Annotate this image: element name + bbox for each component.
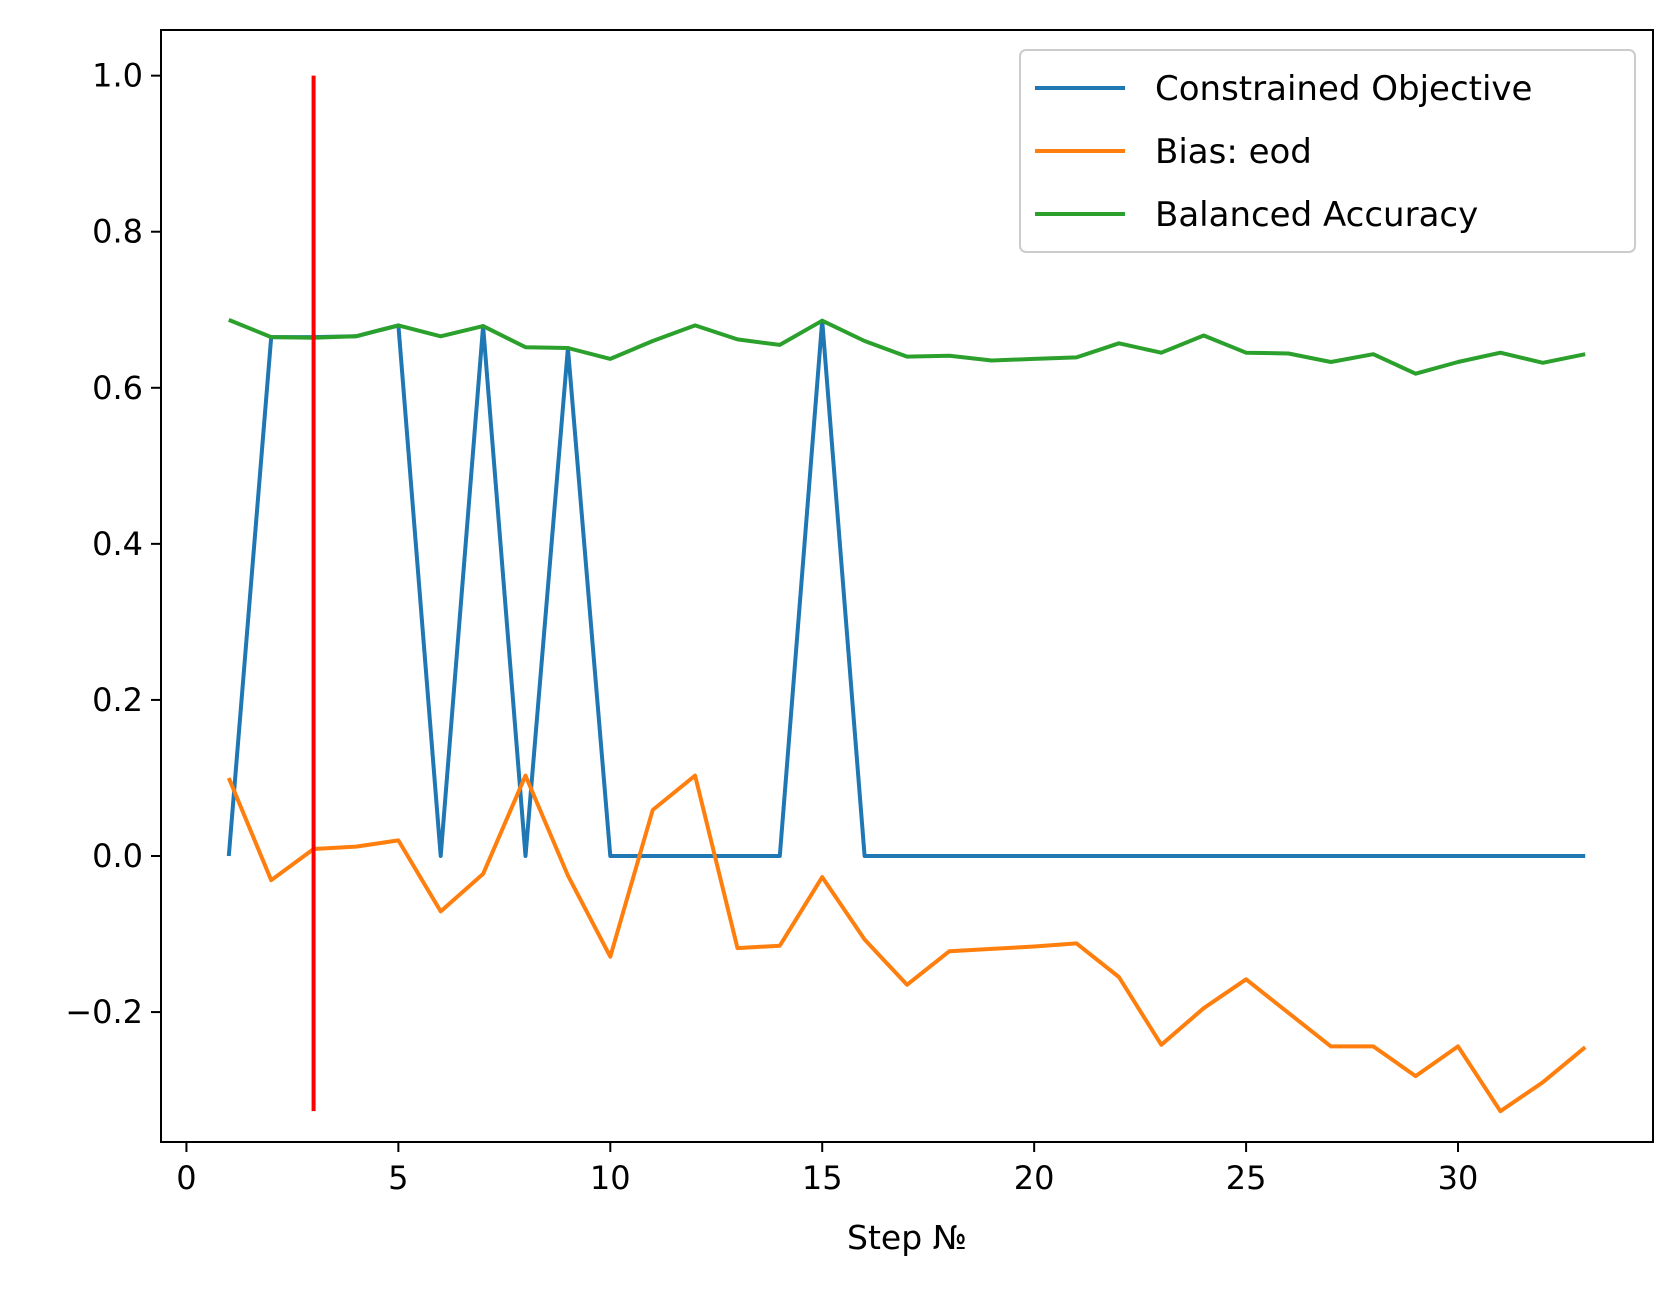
x-axis: 0 5 10 15 20 25 30 bbox=[176, 1142, 1478, 1197]
legend-label-3: Balanced Accuracy bbox=[1155, 195, 1478, 235]
x-axis-title: Step № bbox=[847, 1218, 967, 1257]
x-tick-label: 5 bbox=[388, 1159, 408, 1197]
plot-lines bbox=[226, 75, 1587, 1114]
x-tick-label: 10 bbox=[590, 1159, 631, 1197]
x-tick-label: 20 bbox=[1014, 1159, 1055, 1197]
plot-frame bbox=[160, 29, 1654, 1143]
x-tick-label: 15 bbox=[802, 1159, 843, 1197]
y-tick-label: 0.8 bbox=[92, 213, 143, 251]
y-tick-label: 0.0 bbox=[92, 837, 143, 875]
x-tick-label: 0 bbox=[176, 1159, 196, 1197]
series-line-1 bbox=[226, 318, 1586, 858]
series-line-2 bbox=[226, 773, 1587, 1114]
y-tick-label: 0.2 bbox=[92, 681, 143, 719]
legend-label-2: Bias: eod bbox=[1155, 132, 1312, 172]
y-tick-label: 1.0 bbox=[92, 57, 143, 95]
legend: Constrained Objective Bias: eod Balanced A… bbox=[1019, 49, 1636, 253]
y-tick-label: 0.6 bbox=[92, 369, 143, 407]
y-axis: −0.2 0.0 0.2 0.4 0.6 0.8 1.0 bbox=[65, 57, 161, 1031]
x-tick-label: 25 bbox=[1226, 1159, 1267, 1197]
legend-box bbox=[1019, 49, 1636, 253]
y-tick-label: 0.4 bbox=[92, 525, 143, 563]
y-tick-label: −0.2 bbox=[65, 993, 143, 1031]
legend-label-1: Constrained Objective bbox=[1155, 69, 1532, 109]
series-line-3 bbox=[228, 318, 1586, 376]
x-tick-label: 30 bbox=[1438, 1159, 1479, 1197]
